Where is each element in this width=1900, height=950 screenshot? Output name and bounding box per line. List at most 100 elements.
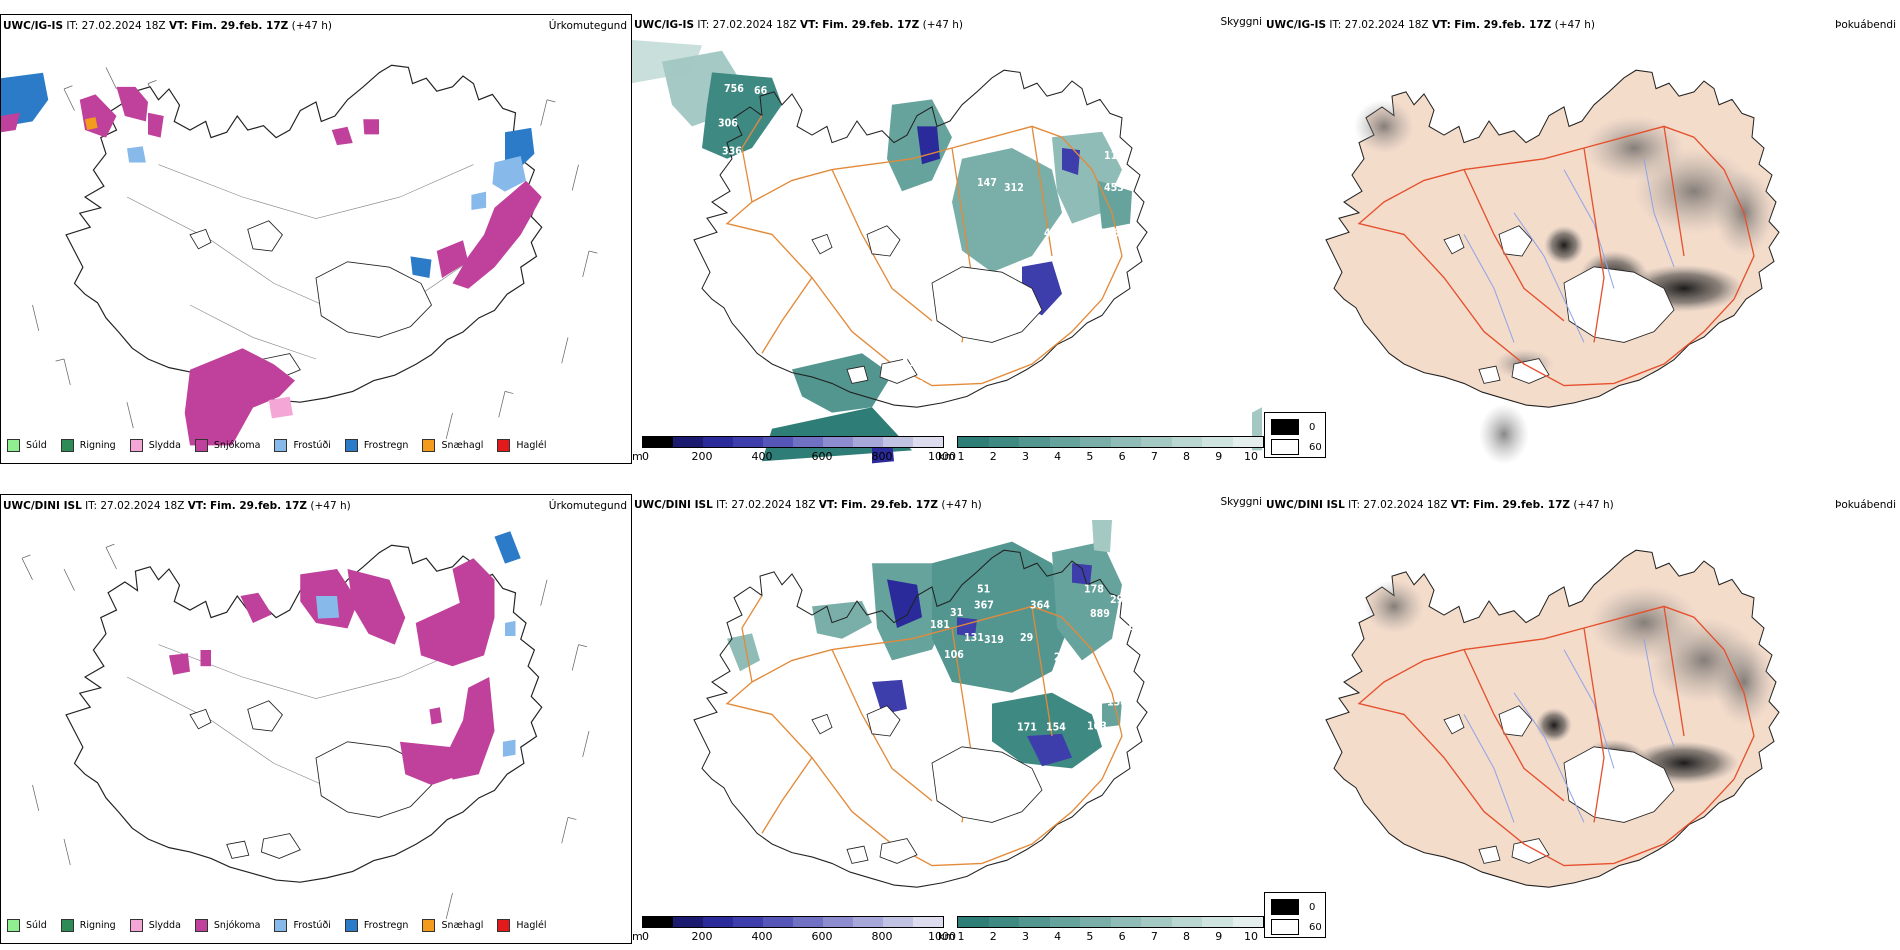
precip-areas xyxy=(1,72,542,446)
vis-label: 181 xyxy=(930,620,950,631)
colorbar-tick-m: 0 xyxy=(642,450,649,463)
colorbar-tick-km: 5 xyxy=(1086,930,1094,943)
panel-title-fog-top: Þokuábendi xyxy=(1835,19,1896,31)
vis-label: 213 xyxy=(1074,254,1094,265)
colorbar-segment xyxy=(883,437,913,447)
vis-label: 106 xyxy=(944,650,964,661)
colorbar-segment xyxy=(643,437,673,447)
visibility-map-bottom: 970 51 364 178 258 293 889 212 367 31 18… xyxy=(693,520,1148,888)
vis-label: 29 xyxy=(1020,633,1033,644)
colorbar-segment xyxy=(1171,917,1202,927)
fog-panel-bottom: UWC/DINI ISL IT: 27.02.2024 18Z VT: Fim.… xyxy=(1264,494,1900,944)
precip-panel-top: UWC/IG-IS IT: 27.02.2024 18Z VT: Fim. 29… xyxy=(0,14,632,464)
colorbar-tick-km: 9 xyxy=(1215,930,1223,943)
vis-label: 171 xyxy=(1017,722,1037,733)
legend-item-haglel: Haglél xyxy=(497,439,547,452)
colorbar-unit-m: m xyxy=(632,930,643,943)
colorbar-segment xyxy=(673,917,703,927)
legend-item-snaehagl: Snæhagl xyxy=(422,919,483,932)
colorbar-tick-m: 600 xyxy=(811,930,833,943)
legend-item-frostregn: Frostregn xyxy=(344,439,408,452)
colorbar-segment xyxy=(1202,917,1233,927)
colorbar-segment xyxy=(853,917,883,927)
vis-label: 31 xyxy=(950,608,963,619)
vis-label: 339 xyxy=(934,703,954,714)
vis-label: 756 xyxy=(724,84,744,95)
header-visibility-top: UWC/IG-IS IT: 27.02.2024 18Z VT: Fim. 29… xyxy=(634,19,963,31)
legend-item-rigning: Rigning xyxy=(60,439,116,452)
vis-label: 51 xyxy=(977,584,990,595)
legend-item-snjokoma: Snjókoma xyxy=(194,439,260,452)
colorbar-km xyxy=(957,916,1264,928)
colorbar-segment xyxy=(673,437,703,447)
colorbar-tick-km: 3 xyxy=(1021,930,1029,943)
precip-legend-bottom: Súld Rigning Slydda Snjókoma Frostúði Fr… xyxy=(7,919,561,932)
colorbar-tick-m: 200 xyxy=(691,930,713,943)
legend-item-slydda: Slydda xyxy=(129,439,181,452)
colorbar-km xyxy=(957,436,1264,448)
visibility-colorbar-top: m km 0 200 400 600 800 1000 1 2 3 4 5 6 7 8 9 10 xyxy=(632,436,1264,466)
vis-label: 319 xyxy=(984,635,1004,646)
colorbar-segment xyxy=(883,917,913,927)
colorbar-tick-km: 8 xyxy=(1183,450,1191,463)
legend-item-snaehagl: Snæhagl xyxy=(422,439,483,452)
vis-label: 639 xyxy=(1080,674,1100,685)
colorbar-tick-km: 2 xyxy=(989,450,997,463)
fog-map-top xyxy=(1325,69,1780,464)
vis-label: 154 xyxy=(1046,722,1066,733)
colorbar-segment xyxy=(703,437,733,447)
visibility-labels: 970 51 364 178 258 293 889 212 367 31 18… xyxy=(784,573,1140,733)
colorbar-tick-km: 4 xyxy=(1054,450,1062,463)
colorbar-tick-m: 1000 xyxy=(928,930,956,943)
vis-label: 305 xyxy=(1100,228,1120,239)
colorbar-tick-km: 6 xyxy=(1118,930,1126,943)
colorbar-tick-m: 0 xyxy=(642,930,649,943)
visibility-panel-bottom: 970 51 364 178 258 293 889 212 367 31 18… xyxy=(632,494,1264,944)
vis-label: 131 xyxy=(964,633,984,644)
colorbar-segment xyxy=(733,917,763,927)
colorbar-segment xyxy=(1049,437,1080,447)
legend-item-rigning: Rigning xyxy=(60,919,116,932)
visibility-colorbar-bottom: m km 0 200 400 600 800 1000 1 2 3 4 5 6 7 8 9 10 xyxy=(632,916,1264,946)
legend-item-frostudi: Frostúði xyxy=(274,439,331,452)
colorbar-tick-km: 4 xyxy=(1054,930,1062,943)
colorbar-segment xyxy=(793,917,823,927)
colorbar-segment xyxy=(793,437,823,447)
colorbar-segment xyxy=(703,917,733,927)
header-visibility-bottom: UWC/DINI ISL IT: 27.02.2024 18Z VT: Fim.… xyxy=(634,499,982,511)
fog-legend-item-60: 60 xyxy=(1271,439,1322,455)
colorbar-segment xyxy=(958,917,989,927)
colorbar-segment xyxy=(823,917,853,927)
colorbar-segment xyxy=(733,437,763,447)
colorbar-segment xyxy=(1049,917,1080,927)
precip-map-top xyxy=(1,64,598,450)
colorbar-segment xyxy=(1080,917,1111,927)
visibility-areas xyxy=(727,520,1122,769)
vis-label: 533 xyxy=(902,358,922,369)
vis-label: 138 xyxy=(1107,697,1127,708)
colorbar-tick-m: 600 xyxy=(811,450,833,463)
panel-title-fog-bottom: Þokuábendi xyxy=(1835,499,1896,511)
vis-label: 258 xyxy=(1120,573,1140,584)
legend-item-frostudi: Frostúði xyxy=(274,919,331,932)
vis-label: 113 xyxy=(1104,150,1124,161)
vis-label: 40 xyxy=(748,153,761,164)
visibility-labels: 756 66 306 336 40 147 312 113 453 245 30… xyxy=(718,84,1162,391)
panel-title-visibility-bottom: Skyggni xyxy=(1220,496,1263,508)
colorbar-tick-km: 9 xyxy=(1215,450,1223,463)
colorbar-tick-m: 400 xyxy=(751,930,773,943)
colorbar-segment xyxy=(823,437,853,447)
colorbar-segment xyxy=(1202,437,1233,447)
colorbar-unit-km: km xyxy=(938,450,956,463)
header-fog-top: UWC/IG-IS IT: 27.02.2024 18Z VT: Fim. 29… xyxy=(1266,19,1595,31)
colorbar-segment xyxy=(763,917,793,927)
colorbar-segment xyxy=(913,437,943,447)
precip-areas xyxy=(169,531,521,785)
vis-label: 367 xyxy=(974,600,994,611)
colorbar-tick-km: 2 xyxy=(989,930,997,943)
colorbar-segment xyxy=(1080,437,1111,447)
fog-legend-item-60: 60 xyxy=(1271,919,1322,935)
fog-legend-top: 0 60 xyxy=(1264,412,1326,458)
colorbar-tick-m: 400 xyxy=(751,450,773,463)
header-fog-bottom: UWC/DINI ISL IT: 27.02.2024 18Z VT: Fim.… xyxy=(1266,499,1614,511)
